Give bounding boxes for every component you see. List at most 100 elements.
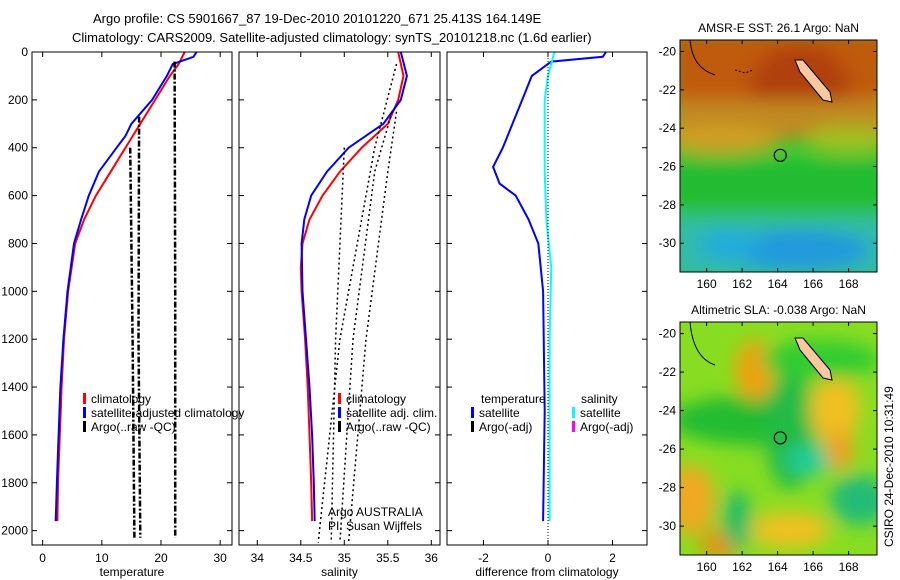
sst-map-ytick-label: -30 [659,236,677,250]
temperature-xtick-label: 20 [154,551,168,565]
difference-legend-entry-swatch [572,421,575,432]
temperature-xlabel: temperature [100,565,165,579]
sla-map-ytick-label: -28 [659,481,677,495]
difference-series-temperature-satellite [492,51,607,522]
depth-tick-label: 1200 [1,332,28,346]
sla-map-argo-location-marker [773,431,787,445]
depth-tick-label: 400 [8,141,28,155]
footer-timestamp: CSIRO 24-Dec-2010 10:31:49 [882,386,896,547]
difference-xtick-label: 2 [609,551,616,565]
island-new-caledonia [794,59,833,103]
sst-map-argo-location-marker [773,148,787,162]
sla-map-xtick-label: 160 [697,560,717,574]
difference-legend-entry: Argo(-adj) [479,420,532,434]
sst-map-axes-box [679,39,878,273]
salinity-series-climatology [299,51,405,522]
salinity-xtick-label: 35 [338,551,352,565]
depth-tick-label: 1400 [1,380,28,394]
difference-series-salinity-satellite [543,51,556,522]
sst-map-ytick-label: -24 [659,121,677,135]
difference-legend-entry-swatch [471,421,474,432]
sla-map-ytick-label: -22 [659,365,677,379]
sla-map-xtick-label: 168 [839,560,859,574]
title-line-2: Climatology: CARS2009. Satellite-adjuste… [72,30,592,45]
salinity-legend-entry: satellite adj. clim. [346,406,437,420]
sst-map-ytick-label: -20 [659,45,677,59]
island-new-caledonia [794,337,833,381]
sst-map-xtick-label: 168 [839,277,859,291]
depth-tick-label: 1600 [1,428,28,442]
depth-tick-label: 1800 [1,476,28,490]
annotation-line-1: Argo AUSTRALIA [328,505,423,519]
sla-map-ytick-label: -30 [659,519,677,533]
sst-map-xtick-label: 160 [697,277,717,291]
temperature-series-argo-2 [137,116,142,538]
difference-xlabel: difference from climatology [475,565,618,579]
temperature-xtick-label: 0 [39,551,46,565]
sla-map-xtick-label: 162 [732,560,752,574]
sst-map-xtick-label: 166 [803,277,823,291]
salinity-series-argo-4 [330,147,346,543]
depth-tick-label: 1000 [1,284,28,298]
temperature-legend-entry: Argo(..raw -QC) [91,420,176,434]
depth-tick-label: 600 [8,189,28,203]
difference-xtick-label: 0 [545,551,552,565]
sla-map-field [680,322,877,555]
temperature-series-argo-3 [173,61,177,538]
salinity-legend-entry: climatology [346,392,406,406]
title-line-1: Argo profile: CS 5901667_87 19-Dec-2010 … [93,11,541,26]
temperature-legend-entry-swatch [83,421,86,432]
temperature-legend-entry: climatology [91,392,151,406]
temperature-xtick-label: 10 [95,551,109,565]
difference-legend-header-salinity: salinity [581,392,618,406]
temperature-legend-entry-swatch [83,393,86,404]
sst-map-ytick-label: -22 [659,83,677,97]
salinity-xlabel: salinity [321,565,358,579]
sst-map-field [680,40,877,272]
salinity-xtick-label: 35.5 [376,551,400,565]
salinity-legend-entry: Argo(..raw -QC) [346,420,431,434]
salinity-series-argo-3 [347,111,398,543]
sla-map-ytick-label: -26 [659,442,677,456]
sla-map-ytick-label: -20 [659,327,677,341]
temperature-legend-entry: satellite-adjusted climatology [91,406,244,420]
sla-map-xtick-label: 164 [768,560,788,574]
difference-legend-entry-swatch [572,407,575,418]
difference-legend-entry: Argo(-adj) [580,420,633,434]
depth-tick-label: 2000 [1,524,28,538]
depth-tick-label: 200 [8,93,28,107]
temperature-series-satellite [54,51,198,522]
salinity-axes-box [238,51,441,546]
sla-map-xtick-label: 166 [803,560,823,574]
difference-legend-header-temperature: temperature [481,392,546,406]
sst-map-title: AMSR-E SST: 26.1 Argo: NaN [698,21,859,35]
annotation-line-2: PI: Susan Wijffels [328,519,422,533]
salinity-series-argo-2 [339,111,393,543]
difference-xtick-label: -2 [478,551,489,565]
sla-map-ytick-label: -24 [659,404,677,418]
sla-map-title: Altimetric SLA: -0.038 Argo: NaN [691,303,866,317]
sst-map-ytick-label: -26 [659,160,677,174]
sst-map-xtick-label: 162 [732,277,752,291]
salinity-legend-entry-swatch [338,393,341,404]
difference-legend-entry: satellite [580,406,621,420]
salinity-xtick-label: 36 [425,551,439,565]
temperature-series-climatology [56,51,186,522]
salinity-legend-entry-swatch [338,421,341,432]
sst-map-xtick-label: 164 [768,277,788,291]
difference-axes-box [446,51,648,546]
sst-map-ytick-label: -28 [659,198,677,212]
sla-map-axes-box [679,321,878,556]
depth-tick-label: 800 [8,236,28,250]
depth-tick-label: 0 [21,45,28,59]
salinity-xtick-label: 34 [251,551,265,565]
temperature-series-argo-1 [128,147,136,538]
salinity-series-satellite [300,51,408,522]
temperature-xtick-label: 30 [213,551,227,565]
salinity-xtick-label: 34.5 [289,551,313,565]
salinity-legend-entry-swatch [338,407,341,418]
temperature-axes-box [31,51,233,546]
temperature-legend-entry-swatch [83,407,86,418]
